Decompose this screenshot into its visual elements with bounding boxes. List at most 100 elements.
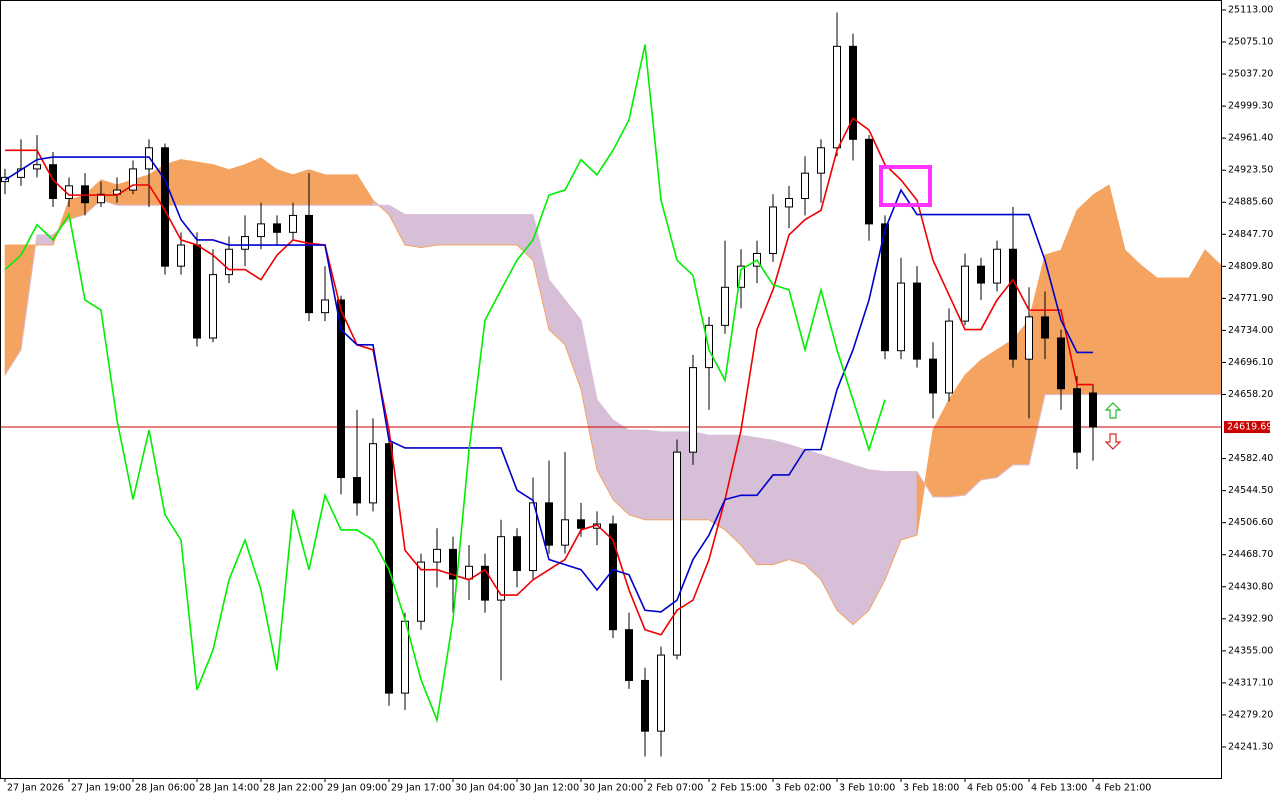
- current-price-box: [1224, 421, 1270, 434]
- y-tick-label: 24658.20: [1228, 389, 1273, 400]
- cloud-segment: [756, 437, 774, 565]
- y-tick-label: 24771.90: [1228, 293, 1273, 304]
- cloud-segment: [228, 164, 246, 206]
- buy-arrow: [1104, 402, 1122, 419]
- y-tick-label: 24355.00: [1228, 645, 1273, 656]
- candle-body: [913, 282, 921, 360]
- x-tick-label: 4 Feb 05:00: [967, 783, 1023, 794]
- cloud-segment: [644, 429, 662, 521]
- x-tick-label: 29 Jan 17:00: [391, 783, 451, 794]
- candle-body: [273, 223, 281, 233]
- x-tick-label: 28 Jan 14:00: [199, 783, 259, 794]
- cloud-segment: [292, 169, 310, 206]
- candle-body: [929, 358, 937, 394]
- candle-body: [241, 236, 249, 250]
- x-tick-label: 2 Feb 15:00: [711, 783, 767, 794]
- cloud-segment: [740, 434, 758, 566]
- cloud-segment: [500, 214, 518, 246]
- y-tick-label: 24279.20: [1228, 709, 1273, 720]
- candle-body: [353, 477, 361, 504]
- candle-body: [401, 620, 409, 694]
- candle-body: [993, 248, 1001, 284]
- candle-body: [513, 536, 521, 572]
- y-tick-label: 24847.70: [1228, 229, 1273, 240]
- candle-body: [337, 299, 345, 479]
- x-tick-label: 4 Feb 21:00: [1095, 783, 1151, 794]
- y-tick-label: 24544.50: [1228, 485, 1273, 496]
- y-tick-label: 24809.80: [1228, 261, 1273, 272]
- cloud-segment: [180, 159, 198, 206]
- cloud-segment: [196, 161, 214, 206]
- cloud-segment: [1140, 264, 1158, 395]
- candle-body: [97, 193, 105, 204]
- candle-body: [321, 299, 329, 314]
- cloud-segment: [340, 174, 358, 206]
- cloud-segment: [1172, 277, 1190, 395]
- cloud-segment: [900, 471, 918, 541]
- candle-body: [737, 265, 745, 288]
- y-tick-label: 24999.30: [1228, 101, 1273, 112]
- candle-body: [945, 320, 953, 394]
- highlight-box: [879, 165, 932, 207]
- y-tick-label: 24506.60: [1228, 517, 1273, 528]
- cloud-segment: [452, 214, 470, 246]
- candle-body: [801, 172, 809, 200]
- cloud-segment: [36, 234, 54, 246]
- candle-body: [433, 548, 441, 563]
- cloud-edge: [5, 157, 1222, 626]
- candle-body: [625, 629, 633, 681]
- x-tick-label: 3 Feb 02:00: [775, 783, 831, 794]
- candle-body: [225, 248, 233, 276]
- candle-body: [833, 45, 841, 149]
- cloud-segment: [1156, 277, 1174, 395]
- candle-body: [81, 185, 89, 204]
- cloud-segment: [852, 464, 870, 626]
- y-tick-label: 24317.10: [1228, 677, 1273, 688]
- candle-body: [897, 282, 905, 352]
- cloud-segment: [436, 214, 454, 246]
- cloud-segment: [308, 169, 326, 206]
- y-tick-label: 24696.10: [1228, 357, 1273, 368]
- candle-body: [1009, 248, 1017, 360]
- candle-body: [545, 502, 553, 546]
- candle-body: [689, 367, 697, 453]
- candle-body: [161, 147, 169, 267]
- y-tick-label: 24582.40: [1228, 453, 1273, 464]
- candle-body: [481, 565, 489, 601]
- candle-body: [561, 519, 569, 546]
- candle-body: [785, 198, 793, 208]
- x-tick-label: 28 Jan 22:00: [263, 783, 323, 794]
- cloud-segment: [836, 459, 854, 626]
- cloud-segment: [980, 349, 998, 481]
- y-tick-label: 24392.90: [1228, 613, 1273, 624]
- y-tick-label: 24468.70: [1228, 549, 1273, 560]
- candle-body: [881, 223, 889, 352]
- sell-arrow: [1104, 433, 1122, 450]
- candle-body: [417, 561, 425, 622]
- indicator-line: [5, 116, 1093, 636]
- candle-body: [289, 214, 297, 233]
- candle-body: [449, 548, 457, 580]
- y-tick-label: 25037.20: [1228, 69, 1273, 80]
- cloud-edge: [4, 199, 1221, 498]
- candle-body: [577, 519, 585, 529]
- candle-body: [1041, 316, 1049, 339]
- indicator-line: [4, 44, 886, 724]
- candle-body: [49, 164, 57, 200]
- cloud-segment: [996, 339, 1014, 479]
- x-tick-label: 2 Feb 07:00: [647, 783, 703, 794]
- cloud-segment: [612, 419, 630, 516]
- y-tick-label: 24734.00: [1228, 325, 1273, 336]
- candle-body: [193, 244, 201, 339]
- cloud-segment: [964, 359, 982, 496]
- x-tick-label: 3 Feb 10:00: [839, 783, 895, 794]
- candle-body: [817, 147, 825, 174]
- candle-body: [209, 274, 217, 339]
- x-tick-label: 30 Jan 12:00: [519, 783, 579, 794]
- y-tick-label: 24885.60: [1228, 197, 1273, 208]
- candles-layer: [1, 12, 1097, 757]
- candle-body: [721, 286, 729, 326]
- candle-body: [305, 214, 313, 314]
- plot-frame: [0, 0, 1222, 779]
